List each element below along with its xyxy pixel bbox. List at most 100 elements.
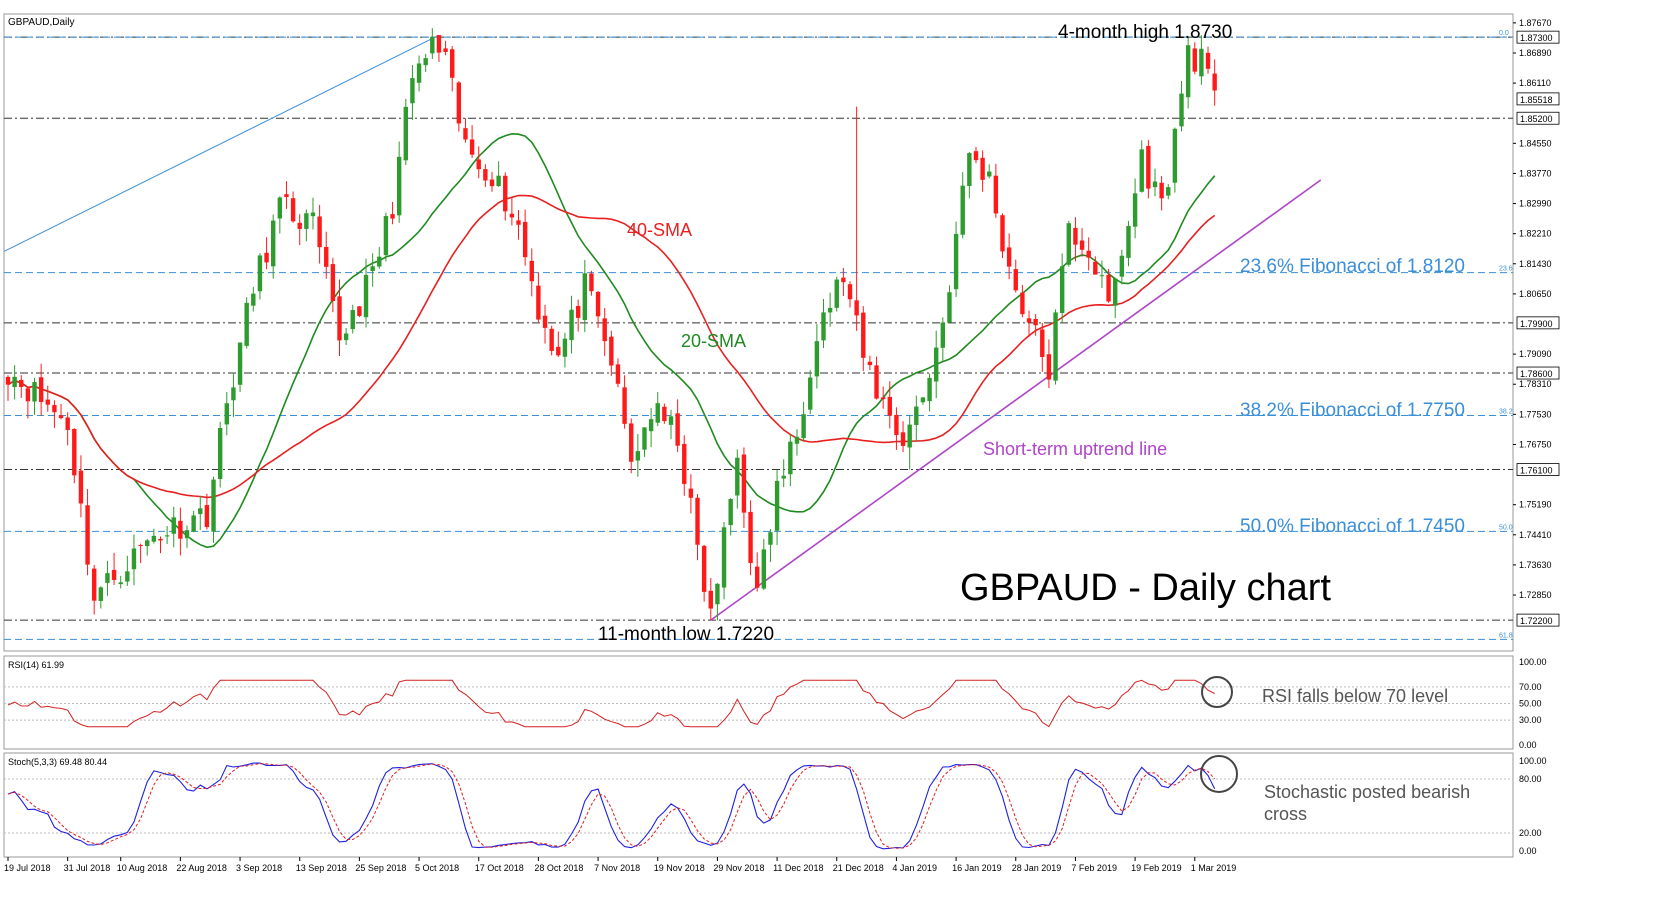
price-tick-label-12: 1.76750 <box>1519 439 1552 449</box>
rsi-note: RSI falls below 70 level <box>1262 686 1448 706</box>
candle-body-172 <box>1146 145 1151 189</box>
candle-body-20 <box>138 545 143 547</box>
candle-body-155 <box>1033 319 1038 326</box>
price-tick-label-1: 1.86890 <box>1519 48 1552 58</box>
candle-body-34 <box>231 387 236 401</box>
candle-body-126 <box>841 277 846 283</box>
candle-body-67 <box>450 49 455 78</box>
stoch-note-line2: cross <box>1264 804 1307 824</box>
fibonacci-levels: 0.0 23.6 38.2 50.0 61.8 <box>4 30 1513 640</box>
candle-body-156 <box>1040 329 1045 358</box>
candle-body-95 <box>635 451 641 461</box>
time-tick-label-17: 28 Jan 2019 <box>1012 863 1062 873</box>
candle-body-117 <box>781 475 786 479</box>
candle-body-125 <box>834 279 839 308</box>
rsi-panel: 100.00 70.00 50.00 30.00 0.00 <box>4 657 1547 750</box>
candle-body-130 <box>867 361 873 366</box>
candle-body-74 <box>496 175 501 187</box>
candle-body-176 <box>1172 128 1178 183</box>
candle-body-45 <box>304 213 309 229</box>
candle-body-111 <box>741 454 747 513</box>
candle-body-161 <box>1073 227 1078 245</box>
candle-body-78 <box>522 221 528 258</box>
level-tag-box-4 <box>1516 366 1560 380</box>
price-axis: 1.87670 1.86890 1.86110 1.84550 1.83770 1.829… <box>1513 18 1552 600</box>
candle-body-15 <box>105 573 110 583</box>
candle-body-100 <box>668 416 674 425</box>
price-tick-label-3: 1.84550 <box>1519 138 1552 148</box>
level-tag-3: 1.79900 <box>1520 319 1553 329</box>
price-tick-label-6: 1.82210 <box>1519 229 1552 239</box>
candle-body-94 <box>629 423 634 462</box>
stoch-tick-2: 20.00 <box>1519 828 1542 838</box>
time-tick-label-1: 31 Jul 2018 <box>64 863 111 873</box>
horizontal-levels: 1.87300 1.85518 1.85200 1.79900 1.78600 1.761… <box>4 30 1560 627</box>
candle-body-170 <box>1132 193 1138 227</box>
uptrend-label: Short-term uptrend line <box>983 439 1167 459</box>
candle-body-107 <box>715 583 720 605</box>
candle-body-101 <box>675 413 680 446</box>
time-tick-label-15: 4 Jan 2019 <box>892 863 937 873</box>
sma40-line <box>7 194 1216 499</box>
candle-body-181 <box>1205 52 1211 69</box>
candle-body-151 <box>1006 247 1012 267</box>
candle-body-26 <box>178 520 183 539</box>
candle-body-47 <box>317 216 322 248</box>
level-tag-2: 1.85200 <box>1520 114 1553 124</box>
candle-body-42 <box>284 194 289 198</box>
candle-body-50 <box>337 296 342 341</box>
time-tick-label-2: 10 Aug 2018 <box>117 863 168 873</box>
candle-body-106 <box>708 590 713 609</box>
candle-body-120 <box>801 414 806 439</box>
candle-body-173 <box>1152 181 1158 188</box>
candle-body-165 <box>1099 275 1105 277</box>
time-tick-label-20: 1 Mar 2019 <box>1191 863 1237 873</box>
candle-body-66 <box>443 48 448 52</box>
time-tick-label-16: 16 Jan 2019 <box>952 863 1002 873</box>
candle-body-31 <box>211 479 216 532</box>
candle-body-122 <box>814 341 820 377</box>
candle-body-51 <box>343 333 349 341</box>
level-tag-1: 1.85518 <box>1520 95 1553 105</box>
candle-body-9 <box>65 417 70 430</box>
candle-body-88 <box>589 273 594 292</box>
candle-body-168 <box>1119 255 1125 277</box>
candle-body-114 <box>761 549 767 589</box>
price-tick-label-2: 1.86110 <box>1519 78 1551 88</box>
candle-body-96 <box>642 427 647 450</box>
level-tag-box-6 <box>1516 613 1560 627</box>
candle-body-112 <box>748 511 753 563</box>
candle-body-44 <box>297 222 302 229</box>
candle-body-14 <box>98 587 104 601</box>
level-tag-0: 1.87300 <box>1520 33 1553 43</box>
rsi-tick-4: 0.00 <box>1519 740 1537 750</box>
candle-body-55 <box>370 266 375 271</box>
sma40-label: 40-SMA <box>627 220 692 240</box>
stoch-main-line <box>7 762 1216 850</box>
candle-body-6 <box>45 399 50 405</box>
rsi-panel-frame <box>3 655 1514 750</box>
candle-body-149 <box>993 175 999 214</box>
rsi-tick-0: 100.00 <box>1519 657 1547 667</box>
moving-averages <box>7 132 1216 549</box>
candle-body-150 <box>1000 215 1005 252</box>
candle-body-128 <box>854 300 859 316</box>
candle-body-91 <box>609 336 614 366</box>
stoch-tick-3: 0.00 <box>1519 846 1537 856</box>
candle-body-72 <box>483 169 488 181</box>
fib-236-label: 23.6% Fibonacci of 1.8120 <box>1240 256 1465 277</box>
candle-body-113 <box>754 566 760 588</box>
candle-body-35 <box>237 342 243 385</box>
candle-body-152 <box>1013 269 1018 291</box>
candle-body-174 <box>1159 182 1164 199</box>
candle-body-13 <box>91 568 97 601</box>
price-tick-label-5: 1.82990 <box>1519 199 1552 209</box>
fib-500-label: 50.0% Fibonacci of 1.7450 <box>1240 516 1465 537</box>
candle-body-144 <box>960 185 965 235</box>
candle-body-54 <box>363 274 369 318</box>
candle-body-59 <box>396 156 402 216</box>
candle-body-124 <box>827 307 833 313</box>
trend-lines <box>3 34 1322 621</box>
candlesticks <box>5 28 1217 621</box>
candle-body-22 <box>151 535 157 542</box>
